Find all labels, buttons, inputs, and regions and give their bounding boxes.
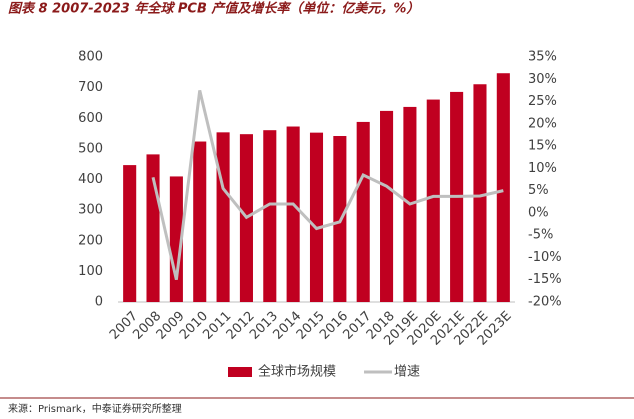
chart-title: 图表 8 2007-2023 年全球 PCB 产值及增长率（单位：亿美元，%） — [8, 1, 419, 17]
bar — [193, 141, 207, 302]
y-tick-label: 300 — [78, 203, 103, 218]
y-tick-label: 400 — [78, 172, 103, 187]
bar — [496, 73, 510, 302]
legend-label: 全球市场规模 — [258, 364, 336, 380]
y-tick-label: 500 — [78, 141, 103, 156]
source: 来源：Prismark，中泰证券研究所整理 — [8, 402, 182, 415]
bar — [263, 130, 277, 302]
bar — [286, 126, 300, 302]
bar — [380, 110, 394, 303]
bar — [356, 121, 370, 302]
y2-tick-label: 35% — [528, 50, 557, 65]
y-tick-label: 800 — [78, 50, 103, 65]
y2-tick-label: 30% — [528, 72, 557, 87]
legend-swatch — [228, 367, 252, 377]
bar — [473, 84, 487, 302]
y2-tick-label: 5% — [528, 183, 549, 198]
y2-tick-label: 25% — [528, 94, 557, 109]
bar — [216, 132, 230, 302]
y2-tick-label: -20% — [528, 295, 562, 310]
bar — [146, 154, 160, 302]
y2-tick-label: 10% — [528, 161, 557, 176]
y2-tick-label: -10% — [528, 250, 562, 265]
bar — [426, 99, 440, 302]
y2-tick-label: -5% — [528, 228, 553, 243]
y-tick-label: 700 — [78, 80, 103, 95]
y-tick-label: 0 — [95, 295, 103, 310]
y2-tick-label: -15% — [528, 272, 562, 287]
line — [151, 90, 504, 281]
y-tick-label: 200 — [78, 233, 103, 248]
y-tick-label: 600 — [78, 111, 103, 126]
y2-tick-label: 0% — [528, 205, 549, 220]
y2-tick-label: 15% — [528, 139, 557, 154]
bar — [123, 165, 137, 302]
y2-tick-label: 20% — [528, 116, 557, 131]
legend-label: 增速 — [394, 365, 420, 380]
bar — [309, 132, 324, 302]
y-tick-label: 100 — [78, 264, 103, 279]
